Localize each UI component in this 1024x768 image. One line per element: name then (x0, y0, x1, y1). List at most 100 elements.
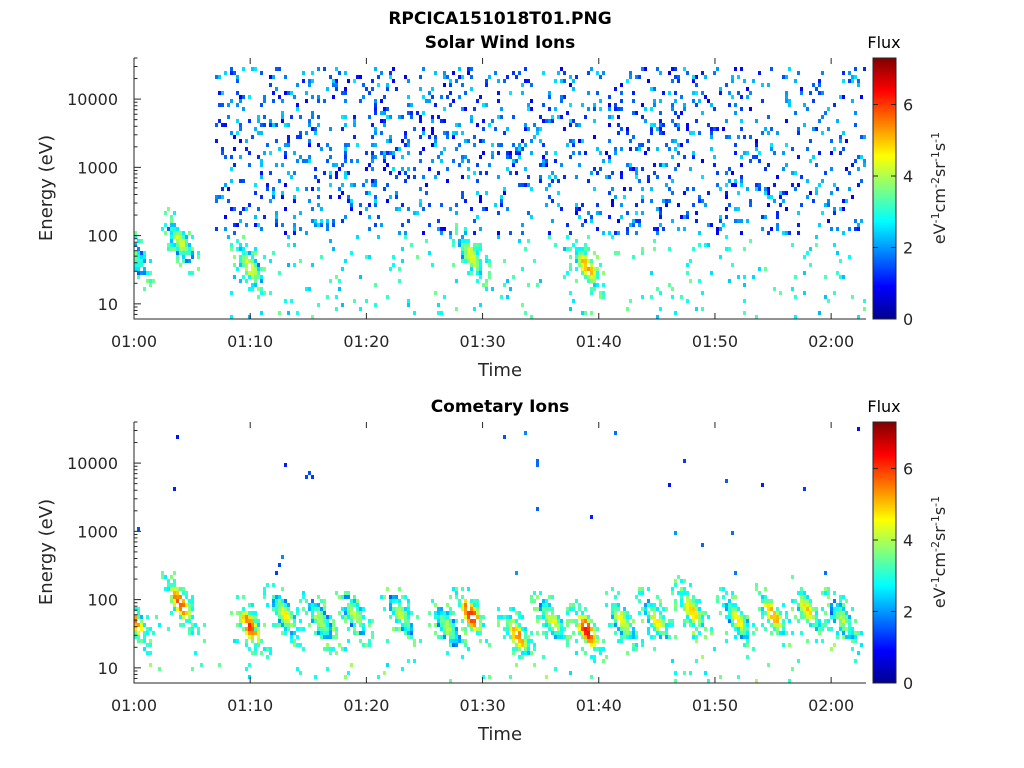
flux-cell (644, 607, 647, 611)
flux-cell (332, 623, 335, 627)
flux-cell (506, 631, 509, 635)
flux-cell (611, 615, 614, 619)
flux-cell (740, 611, 743, 615)
flux-cell (464, 607, 467, 611)
x-tick-label: 01:50 (692, 332, 738, 351)
flux-cell (584, 619, 587, 623)
flux-cell (515, 619, 518, 623)
flux-cell (749, 159, 752, 163)
flux-cell (656, 607, 659, 611)
flux-cell (320, 623, 323, 627)
flux-cell (668, 175, 671, 179)
flux-cell (665, 607, 668, 611)
flux-cell (839, 259, 842, 263)
flux-cell (812, 607, 815, 611)
flux-cell (428, 91, 431, 95)
flux-cell (479, 615, 482, 619)
flux-cell (311, 219, 314, 223)
flux-cell (527, 639, 530, 643)
flux-cell (329, 171, 332, 175)
flux-cell (446, 615, 449, 619)
flux-cell (446, 627, 449, 631)
flux-cell (575, 611, 578, 615)
flux-cell (326, 143, 329, 147)
flux-cell (419, 187, 422, 191)
flux-cell (185, 619, 188, 623)
flux-cell (239, 95, 242, 99)
flux-cell (422, 111, 425, 115)
flux-cell (638, 75, 641, 79)
flux-cell (407, 615, 410, 619)
flux-cell (584, 255, 587, 259)
flux-cell (290, 635, 293, 639)
flux-cell (590, 291, 593, 295)
flux-cell (251, 135, 254, 139)
flux-cell (641, 591, 644, 595)
flux-cell (134, 615, 137, 619)
flux-cell (503, 259, 506, 263)
flux-cell (383, 119, 386, 123)
unit-exponent: -2 (929, 541, 942, 552)
flux-cell (341, 267, 344, 271)
flux-cell (437, 303, 440, 307)
flux-cell (518, 239, 521, 243)
flux-cell (161, 571, 164, 575)
flux-cell (695, 119, 698, 123)
flux-cell (329, 651, 332, 655)
flux-cell (551, 611, 554, 615)
flux-cell (677, 227, 680, 231)
flux-cell (578, 603, 581, 607)
flux-cell (476, 615, 479, 619)
flux-cell (725, 119, 728, 123)
flux-cell (464, 139, 467, 143)
flux-cell (608, 115, 611, 119)
flux-cell (143, 631, 146, 635)
flux-cell (374, 283, 377, 287)
flux-cell (287, 627, 290, 631)
flux-cell (623, 187, 626, 191)
flux-cell (530, 139, 533, 143)
flux-cell (362, 95, 365, 99)
flux-cell (389, 603, 392, 607)
flux-cell (473, 219, 476, 223)
flux-cell (617, 131, 620, 135)
flux-cell (290, 91, 293, 95)
flux-cell (539, 139, 542, 143)
flux-cell (566, 623, 569, 627)
flux-cell (518, 647, 521, 651)
flux-cell (218, 663, 221, 667)
flux-cell (158, 623, 161, 627)
flux-cell (785, 207, 788, 211)
flux-cell (494, 127, 497, 131)
flux-cell (332, 647, 335, 651)
flux-cell (176, 595, 179, 599)
flux-cell (575, 599, 578, 603)
flux-cell (389, 615, 392, 619)
flux-cell (317, 67, 320, 71)
flux-cell (437, 227, 440, 231)
flux-cell (143, 251, 146, 255)
flux-cell (590, 267, 593, 271)
flux-cell (326, 295, 329, 299)
flux-cell (335, 635, 338, 639)
flux-cell (530, 83, 533, 87)
flux-cell (290, 115, 293, 119)
colorbar-title: Flux (867, 33, 900, 52)
flux-cell (293, 199, 296, 203)
flux-cell (410, 115, 413, 119)
flux-cell (725, 607, 728, 611)
flux-cell (680, 111, 683, 115)
flux-cell (350, 663, 353, 667)
flux-cell (299, 115, 302, 119)
flux-cell (710, 103, 713, 107)
flux-cell (515, 623, 518, 627)
flux-cell (182, 623, 185, 627)
flux-cell (584, 627, 587, 631)
flux-cell (581, 103, 584, 107)
flux-cell (239, 279, 242, 283)
flux-cell (134, 635, 137, 639)
flux-cell (563, 627, 566, 631)
flux-cell (164, 231, 167, 235)
flux-cell (755, 587, 758, 591)
flux-cell (350, 203, 353, 207)
